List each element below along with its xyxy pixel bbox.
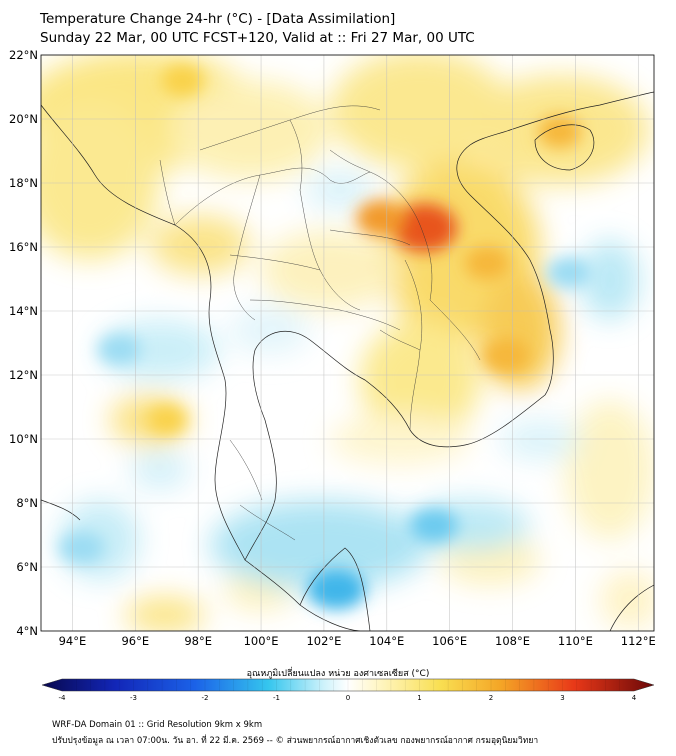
- lon-tick-label: 100°E: [244, 634, 279, 648]
- colorbar-tick-label: -2: [202, 694, 209, 702]
- lat-tick-label: 4°N: [16, 624, 38, 638]
- temperature-map: 22°N 20°N 18°N 16°N 14°N 12°N 10°N 8°N 6°N 4°N 94…: [9, 48, 656, 702]
- map-title: Temperature Change 24-hr (°C) - [Data As…: [40, 11, 396, 27]
- warm-anomaly-spot: [392, 203, 457, 253]
- colorbar-tick-label: 2: [489, 694, 493, 702]
- footer-model-info: WRF-DA Domain 01 :: Grid Resolution 9km …: [52, 720, 263, 730]
- lat-tick-label: 18°N: [9, 176, 38, 190]
- lon-tick-label: 110°E: [558, 634, 593, 648]
- cool-anomaly-spot: [307, 569, 366, 610]
- colorbar-tick-label: 0: [346, 694, 350, 702]
- lon-tick-label: 98°E: [184, 634, 212, 648]
- lon-tick-label: 102°E: [306, 634, 341, 648]
- colorbar-tick-label: -3: [130, 694, 137, 702]
- lon-tick-label: 96°E: [121, 634, 149, 648]
- colorbar-tick-label: 4: [632, 694, 637, 702]
- lon-tick-label: 106°E: [432, 634, 467, 648]
- lon-tick-label: 108°E: [495, 634, 530, 648]
- cool-anomaly-spot: [409, 508, 458, 543]
- lon-tick-label: 104°E: [369, 634, 404, 648]
- lon-tick-label: 112°E: [621, 634, 656, 648]
- cool-anomaly-spot: [97, 334, 142, 365]
- lat-tick-label: 6°N: [16, 560, 38, 574]
- warm-anomaly-spot: [537, 115, 582, 149]
- warm-anomaly-spot: [147, 405, 187, 435]
- colorbar-tick-label: -1: [273, 694, 280, 702]
- colorbar-tick-label: 3: [560, 694, 564, 702]
- footer-update-credit: ปรับปรุงข้อมูล ณ เวลา 07:00น. วัน อา. ที…: [52, 736, 539, 746]
- warm-anomaly-spot: [356, 199, 405, 237]
- colorbar: -4 -3 -2 -1 0 1 2 3 4: [41, 678, 655, 702]
- lat-tick-label: 22°N: [9, 48, 38, 62]
- lat-tick-label: 16°N: [9, 240, 38, 254]
- warm-anomaly-spot: [482, 338, 530, 374]
- warm-anomaly-spot: [161, 64, 204, 97]
- colorbar-title: อุณหภูมิเปลี่ยนแปลง หน่วย องศาเซลเซียส (…: [246, 669, 430, 679]
- cool-anomaly-spot: [546, 256, 592, 289]
- cool-anomaly-spot: [59, 531, 105, 564]
- warm-anomaly-spot: [464, 245, 511, 281]
- lat-tick-label: 12°N: [9, 368, 38, 382]
- map-subtitle: Sunday 22 Mar, 00 UTC FCST+120, Valid at…: [40, 30, 475, 46]
- lat-tick-label: 14°N: [9, 304, 38, 318]
- lat-tick-label: 10°N: [9, 432, 38, 446]
- lat-tick-label: 20°N: [9, 112, 38, 126]
- colorbar-tick-label: -4: [59, 694, 67, 702]
- lat-tick-label: 8°N: [16, 496, 38, 510]
- colorbar-tick-label: 1: [417, 694, 421, 702]
- map-frame: [40, 54, 655, 632]
- lon-tick-label: 94°E: [59, 634, 87, 648]
